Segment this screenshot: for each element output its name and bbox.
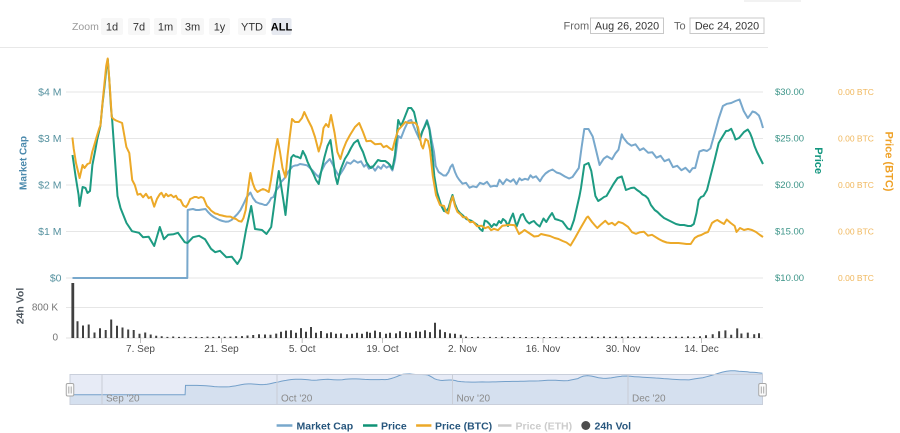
svg-text:ALL: ALL — [271, 22, 293, 34]
svg-text:Oct '20: Oct '20 — [281, 394, 313, 405]
svg-text:Price (BTC): Price (BTC) — [883, 132, 895, 192]
svg-text:Aug 26, 2020: Aug 26, 2020 — [595, 21, 659, 33]
svg-text:1m: 1m — [158, 22, 173, 34]
svg-text:$30.00: $30.00 — [775, 87, 804, 98]
svg-text:Price (ETH): Price (ETH) — [516, 421, 573, 433]
svg-text:From: From — [564, 21, 590, 33]
svg-text:24h Vol: 24h Vol — [595, 421, 632, 433]
svg-text:16. Nov: 16. Nov — [526, 344, 560, 355]
svg-text:5. Oct: 5. Oct — [289, 344, 316, 355]
svg-text:Price: Price — [381, 421, 407, 433]
svg-text:YTD: YTD — [241, 22, 263, 34]
svg-text:0: 0 — [52, 332, 58, 343]
svg-text:19. Oct: 19. Oct — [366, 344, 398, 355]
svg-text:Market Cap: Market Cap — [19, 136, 30, 190]
svg-text:$2 M: $2 M — [38, 180, 61, 192]
svg-text:$25.00: $25.00 — [775, 134, 804, 145]
svg-text:21. Sep: 21. Sep — [204, 344, 239, 355]
svg-text:Zoom: Zoom — [72, 21, 99, 33]
svg-text:24h Vol: 24h Vol — [15, 288, 27, 325]
svg-text:$0: $0 — [50, 273, 62, 285]
svg-text:800 K: 800 K — [32, 303, 58, 314]
svg-text:Dec 24, 2020: Dec 24, 2020 — [695, 21, 759, 33]
svg-text:14. Dec: 14. Dec — [684, 344, 718, 355]
svg-text:30. Nov: 30. Nov — [606, 344, 640, 355]
svg-text:0.00 BTC: 0.00 BTC — [838, 180, 874, 190]
svg-text:Price (BTC): Price (BTC) — [435, 421, 492, 433]
svg-text:0.00 BTC: 0.00 BTC — [838, 227, 874, 237]
svg-text:$15.00: $15.00 — [775, 227, 804, 238]
svg-text:Price: Price — [812, 147, 824, 174]
svg-text:$1 M: $1 M — [38, 226, 61, 238]
svg-text:0.00 BTC: 0.00 BTC — [838, 273, 874, 283]
svg-text:$10.00: $10.00 — [775, 273, 804, 284]
svg-text:7. Sep: 7. Sep — [126, 344, 155, 355]
svg-text:$20.00: $20.00 — [775, 180, 804, 191]
svg-text:2. Nov: 2. Nov — [448, 344, 477, 355]
svg-text:1y: 1y — [214, 22, 226, 34]
svg-text:$4 M: $4 M — [38, 87, 61, 99]
svg-text:Market Cap: Market Cap — [297, 421, 354, 433]
svg-text:$3 M: $3 M — [38, 133, 61, 145]
svg-text:3m: 3m — [185, 22, 200, 34]
svg-text:Sep '20: Sep '20 — [106, 394, 140, 405]
svg-text:Dec '20: Dec '20 — [632, 394, 666, 405]
svg-text:Nov '20: Nov '20 — [457, 394, 491, 405]
svg-text:7d: 7d — [133, 22, 145, 34]
svg-text:0.00 BTC: 0.00 BTC — [838, 134, 874, 144]
svg-text:0.00 BTC: 0.00 BTC — [838, 87, 874, 97]
svg-text:1d: 1d — [106, 22, 118, 34]
svg-text:To: To — [674, 21, 686, 33]
